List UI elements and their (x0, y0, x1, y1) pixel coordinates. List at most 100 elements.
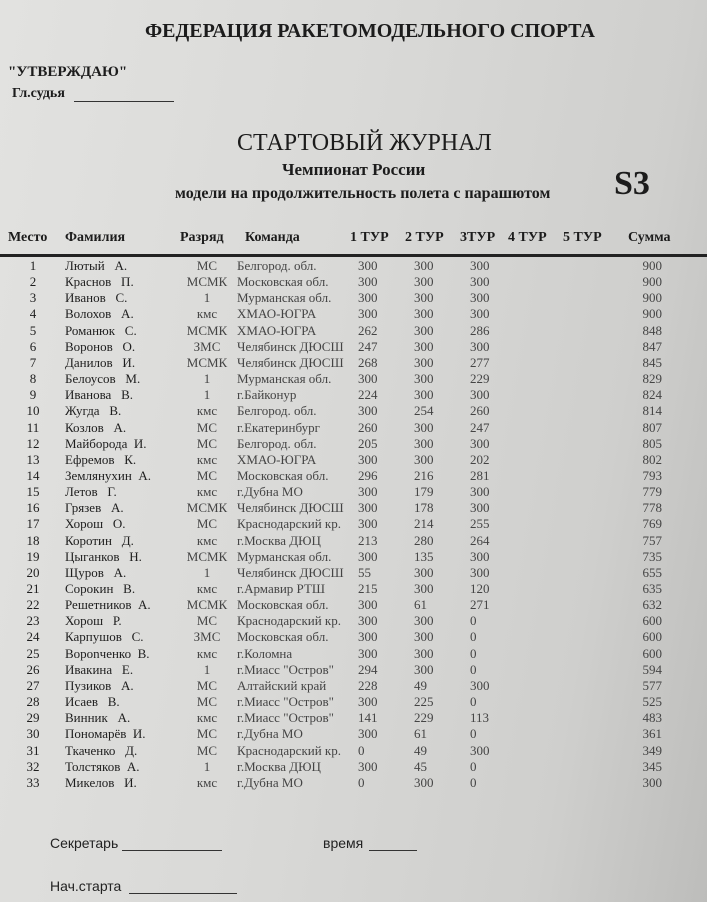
cell-rank: ЗМС (193, 338, 221, 354)
cell-place: 17 (26, 516, 40, 532)
cell-rank: кмс (196, 532, 218, 548)
cell-round-1: 300 (358, 258, 378, 273)
col-total-header: Сумма (628, 230, 671, 245)
cell-round-2: 49 (414, 742, 427, 758)
cell-total: 345 (642, 758, 663, 774)
cell-rank: кмс (196, 403, 218, 419)
signature-line (122, 838, 223, 851)
cell-round-2: 61 (414, 726, 427, 742)
cell-rank: МС (196, 435, 218, 451)
cell-total: 525 (642, 694, 663, 710)
cell-team: Краснодарский кр. (237, 742, 341, 758)
cell-surname: Землянухин А. (65, 467, 151, 483)
cell-total: 483 (642, 710, 663, 726)
cell-place: 10 (26, 403, 40, 419)
cell-surname: Грязев А. (65, 500, 124, 516)
cell-round-3: 300 (470, 290, 490, 306)
cell-team: г.Дубна МО (237, 774, 303, 790)
cell-team: Белгород. обл. (237, 258, 317, 273)
federation-title: ФЕДЕРАЦИЯ РАКЕТОМОДЕЛЬНОГО СПОРТА (145, 20, 595, 42)
cell-round-2: 300 (414, 629, 434, 645)
cell-surname: Пономарёв И. (65, 726, 146, 742)
cell-surname: Хорош О. (65, 516, 126, 532)
cell-round-2: 300 (414, 451, 434, 467)
cell-rank: кмс (196, 306, 218, 322)
cell-round-3: 300 (470, 564, 490, 580)
cell-team: Мурманская обл. (237, 548, 332, 564)
cell-total: 577 (642, 677, 663, 693)
cell-team: Челябинск ДЮСШ (237, 354, 344, 370)
cell-team: Алтайский край (237, 677, 327, 693)
document-title: СТАРТОВЫЙ ЖУРНАЛ (237, 130, 492, 156)
cell-place: 1 (29, 258, 37, 273)
cell-surname: Исаев В. (65, 694, 120, 710)
cell-team: ХМАО-ЮГРА (237, 306, 317, 322)
cell-total: 807 (642, 419, 663, 435)
cell-surname: Винник А. (65, 710, 131, 726)
col-surname-header: Фамилия (65, 230, 126, 245)
cell-rank: 1 (203, 290, 211, 306)
cell-round-2: 178 (414, 500, 434, 516)
cell-rank: 1 (203, 758, 211, 774)
cell-round-1: 268 (358, 354, 378, 370)
cell-place: 21 (26, 581, 40, 596)
cell-round-3: 202 (470, 451, 490, 467)
cell-rank: 1 (203, 387, 211, 403)
cell-surname: Козлов А. (65, 419, 127, 435)
cell-total: 900 (642, 290, 663, 306)
cell-team: г.Армавир РТШ (237, 581, 326, 596)
cell-place: 22 (26, 597, 40, 613)
cell-total: 900 (642, 306, 663, 322)
cell-round-2: 49 (414, 677, 427, 693)
col-round-2-header: 2 ТУР (405, 230, 444, 245)
cell-rank: 1 (203, 661, 211, 677)
cell-rank: МС (196, 677, 218, 693)
cell-round-3: 260 (470, 403, 490, 419)
cell-total: 635 (642, 581, 663, 596)
cell-round-3: 255 (470, 516, 490, 532)
cell-place: 29 (26, 710, 40, 726)
cell-rank: кмс (196, 774, 218, 790)
cell-round-1: 300 (358, 548, 378, 564)
cell-place: 31 (26, 742, 40, 758)
cell-surname: Ткаченко Д. (65, 742, 138, 758)
cell-round-3: 300 (470, 274, 490, 290)
cell-round-1: 300 (358, 516, 378, 532)
cell-round-3: 300 (470, 484, 490, 500)
cell-team: г.Москва ДЮЦ (237, 532, 321, 548)
cell-rank: МС (196, 694, 218, 710)
cell-total: 848 (642, 322, 663, 338)
cell-round-1: 247 (358, 338, 378, 354)
cell-rank: МСМК (186, 597, 228, 613)
cell-total: 778 (642, 500, 663, 516)
cell-round-2: 225 (414, 694, 434, 710)
cell-total: 814 (642, 403, 663, 419)
cell-round-3: 300 (470, 500, 490, 516)
cell-round-1: 300 (358, 597, 378, 613)
cell-round-3: 0 (470, 758, 477, 774)
cell-round-2: 216 (414, 467, 434, 483)
cell-round-1: 300 (358, 613, 378, 629)
cell-rank: 1 (203, 371, 211, 387)
cell-round-1: 0 (358, 742, 365, 758)
col-round-1-header: 1 ТУР (350, 230, 389, 245)
cell-total: 900 (642, 258, 663, 273)
cell-round-2: 280 (414, 532, 434, 548)
cell-place: 2 (29, 274, 37, 290)
cell-team: Московская обл. (237, 629, 329, 645)
cell-surname: Романюк С. (65, 322, 137, 338)
cell-round-3: 300 (470, 677, 490, 693)
cell-place: 8 (29, 371, 37, 387)
cell-total: 600 (642, 613, 663, 629)
time-field: время (323, 835, 418, 851)
cell-round-3: 300 (470, 435, 490, 451)
cell-round-1: 300 (358, 629, 378, 645)
cell-surname: Ворonченко В. (65, 645, 150, 661)
cell-team: г.Коломна (237, 645, 293, 661)
cell-rank: ЗМС (193, 629, 221, 645)
class-code: S3 (614, 165, 650, 202)
cell-rank: МС (196, 726, 218, 742)
championship-name: Чемпионат России (282, 160, 426, 179)
cell-surname: Данилов И. (65, 354, 136, 370)
cell-rank: МС (196, 742, 218, 758)
